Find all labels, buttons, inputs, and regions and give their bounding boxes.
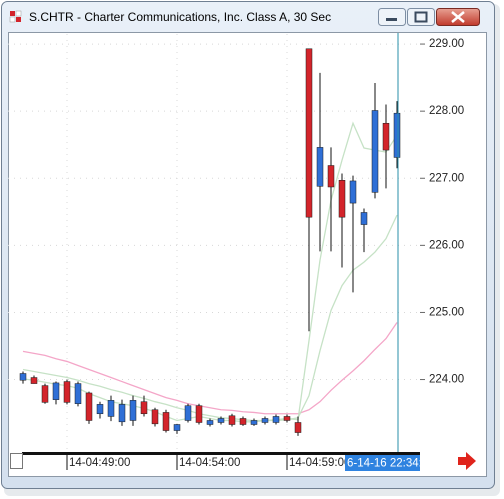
y-tick-label: 229.00: [429, 38, 464, 50]
close-button[interactable]: [436, 8, 480, 26]
candle-body: [96, 404, 104, 415]
candle-body: [129, 400, 137, 421]
candle-body: [283, 416, 291, 421]
candle-body: [239, 418, 247, 425]
cursor-label: 6-14-16 22:34:00: [347, 458, 435, 470]
x-axis-line: [22, 452, 420, 455]
scroll-box[interactable]: [10, 453, 23, 469]
candle-body: [140, 401, 148, 415]
x-tick-label: 14-04:49:00: [69, 457, 130, 469]
candle-body: [228, 415, 236, 425]
candle-body: [327, 165, 335, 188]
candle-body: [19, 373, 27, 381]
cursor-label-bg: [345, 455, 420, 471]
candle-body: [272, 416, 280, 423]
candle-body: [41, 385, 49, 403]
app-icon: [9, 10, 22, 23]
y-tick-label: 226.00: [429, 239, 464, 251]
candle-body: [162, 412, 170, 431]
average-line: [22, 322, 398, 415]
y-tick-label: 225.00: [429, 306, 464, 318]
candle-body: [74, 383, 82, 404]
minimize-button[interactable]: [378, 8, 406, 26]
average-line: [22, 214, 398, 422]
chart-area: [8, 32, 487, 477]
candle-body: [338, 180, 346, 218]
candle-body: [393, 112, 401, 158]
candle-body: [173, 424, 181, 431]
y-tick-label: 224.00: [429, 374, 464, 386]
candle-body: [349, 180, 357, 204]
y-tick-label: 227.00: [429, 172, 464, 184]
candle-body: [206, 420, 214, 425]
candle-body: [382, 122, 390, 151]
candle-body: [107, 400, 115, 417]
scroll-right-arrow[interactable]: [458, 452, 476, 470]
candle-body: [85, 392, 93, 421]
candle-body: [294, 422, 302, 433]
candle-body: [305, 48, 313, 218]
candle-body: [52, 382, 60, 400]
candle-body: [371, 110, 379, 193]
x-tick-label: 14-04:59:00: [289, 457, 350, 469]
window-title: S.CHTR - Charter Communications, Inc. Cl…: [29, 10, 331, 24]
candle-body: [30, 377, 38, 384]
x-tick-label: 14-04:54:00: [179, 457, 240, 469]
candle-body: [217, 418, 225, 423]
y-tick-label: 228.00: [429, 105, 464, 117]
maximize-button[interactable]: [407, 8, 435, 26]
candle-body: [184, 405, 192, 421]
plot: [8, 34, 420, 450]
candle-body: [63, 381, 71, 403]
candle-body: [118, 404, 126, 423]
candle-body: [360, 212, 368, 225]
candle-body: [195, 405, 203, 423]
candle-body: [316, 147, 324, 187]
candle-body: [151, 409, 159, 425]
candle-body: [250, 420, 258, 425]
candle-body: [261, 418, 269, 423]
